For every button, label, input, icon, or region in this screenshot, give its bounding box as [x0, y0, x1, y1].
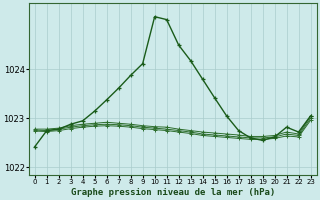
X-axis label: Graphe pression niveau de la mer (hPa): Graphe pression niveau de la mer (hPa)	[70, 188, 275, 197]
